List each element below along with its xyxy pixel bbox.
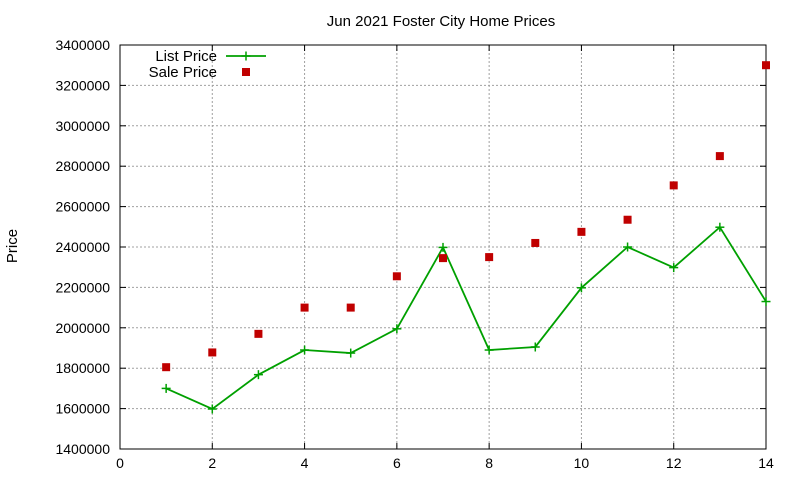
y-tick-label: 3400000 [55, 37, 110, 53]
sale-price-point [623, 215, 632, 224]
sale-price-point [346, 303, 355, 312]
list-price-point [530, 342, 540, 352]
x-tick-label: 10 [574, 455, 590, 471]
list-price-point [253, 370, 263, 380]
legend-label: List Price [155, 48, 217, 65]
x-tick-label: 4 [301, 455, 309, 471]
x-tick-label: 6 [393, 455, 401, 471]
y-tick-label: 3200000 [55, 77, 110, 93]
list-price-point [346, 348, 356, 358]
y-tick-label: 1800000 [55, 360, 110, 376]
x-tick-label: 0 [116, 455, 124, 471]
y-tick-label: 1600000 [55, 401, 110, 417]
x-tick-label: 8 [485, 455, 493, 471]
sale-price-point [300, 303, 309, 312]
x-tick-label: 14 [758, 455, 774, 471]
list-price-point [161, 383, 171, 393]
list-price-point [207, 404, 217, 414]
sale-price-point [577, 227, 586, 236]
sale-price-point [392, 272, 401, 281]
list-price-point [438, 242, 448, 252]
y-tick-label: 3000000 [55, 118, 110, 134]
chart-title: Jun 2021 Foster City Home Prices [327, 13, 555, 30]
list-price-point [623, 242, 633, 252]
y-tick-label: 2000000 [55, 320, 110, 336]
sale-price-point [162, 363, 171, 372]
list-price-point [300, 345, 310, 355]
y-tick-label: 2800000 [55, 158, 110, 174]
list-price-point [761, 297, 771, 307]
list-price-point [576, 283, 586, 293]
list-price-line [165, 225, 767, 411]
sale-price-point [669, 181, 678, 190]
series-0 [161, 222, 771, 414]
grid [120, 45, 766, 449]
sale-price-point [439, 254, 447, 263]
y-tick-label: 2600000 [55, 199, 110, 215]
sale-price-point [531, 238, 540, 247]
y-tick-label: 2400000 [55, 239, 110, 255]
sale-price-point [762, 61, 770, 70]
x-tick-label: 12 [666, 455, 682, 471]
series [161, 61, 771, 414]
series-1 [162, 61, 770, 372]
sale-price-point [715, 152, 724, 161]
legend-plus-marker [241, 51, 251, 61]
legend-label: Sale Price [149, 64, 217, 81]
x-tick-label: 2 [208, 455, 216, 471]
sale-price-point [208, 348, 217, 357]
list-price-point [392, 324, 402, 334]
list-price-point [715, 222, 725, 232]
y-tick-label: 1400000 [55, 441, 110, 457]
y-axis-label: Price [4, 229, 21, 263]
axis-ticks: 0 2 4 6 8 10 12 14 1400000 1600000 1800000 2000000 2… [55, 37, 774, 471]
sale-price-point [254, 329, 263, 338]
list-price-point [669, 263, 679, 273]
y-tick-label: 2200000 [55, 279, 110, 295]
sale-price-point [485, 253, 494, 262]
legend-square-marker [242, 68, 250, 76]
list-price-point [484, 345, 494, 355]
